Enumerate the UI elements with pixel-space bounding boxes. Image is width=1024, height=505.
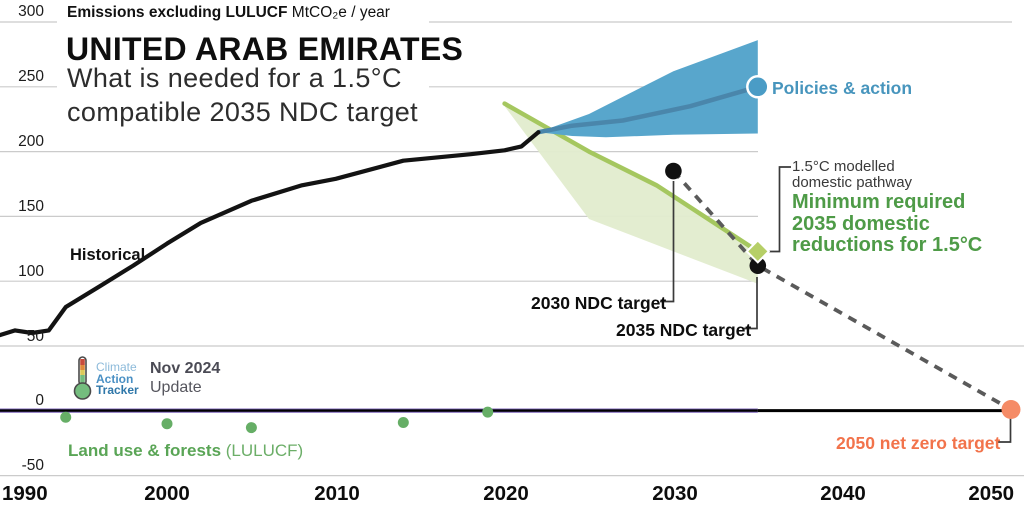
x-tick-2030: 2030: [652, 482, 698, 505]
x-tick-2020: 2020: [483, 482, 529, 505]
y-tick-250: 250: [18, 68, 44, 85]
ndc-2030-label: 2030 NDC target: [531, 293, 667, 313]
thermometer-icon: [73, 356, 92, 400]
lulucf-series-label: Land use & forests (LULUCF): [68, 441, 303, 461]
y-tick-150: 150: [18, 198, 44, 215]
lulucf-label-paren: (LULUCF): [221, 441, 304, 460]
x-tick-2000: 2000: [144, 482, 190, 505]
y-tick-200: 200: [18, 133, 44, 150]
pathway-label: 1.5°C modelled domestic pathway: [792, 159, 912, 191]
y-tick-0: 0: [35, 392, 44, 409]
subtitle-line1: What is needed for a 1.5°C: [67, 63, 402, 93]
x-tick-2040: 2040: [820, 482, 866, 505]
y-tick-100: 100: [18, 263, 44, 280]
logo-action: Action: [96, 371, 134, 386]
pathway-label-line2: domestic pathway: [792, 174, 913, 191]
page-title: UNITED ARAB EMIRATES: [66, 31, 464, 67]
min-reduction-line3: reductions for 1.5°C: [792, 234, 983, 256]
chart-subtitle: What is needed for a 1.5°C compatible 20…: [67, 61, 418, 129]
policies-action-label: Policies & action: [772, 78, 913, 98]
ndc-2035-label: 2035 NDC target: [616, 320, 752, 340]
net-zero-label: 2050 net zero target: [836, 433, 1001, 453]
y-tick-50: 50: [26, 328, 44, 345]
subtitle-line2: compatible 2035 NDC target: [67, 97, 419, 127]
min-reduction-line2: 2035 domestic: [792, 212, 930, 235]
cat-logo-wordmark: Climate Action Tracker: [96, 360, 139, 397]
unit-label-bold: Emissions excluding LULUCF: [67, 4, 288, 21]
pathway-label-line1: 1.5°C modelled: [792, 158, 895, 175]
y-tick-neg50: -50: [21, 457, 44, 474]
lulucf-label-bold: Land use & forests: [68, 441, 222, 460]
x-tick-1990: 1990: [2, 482, 48, 505]
unit-label-rest: MtCO₂e / year: [287, 4, 390, 21]
update-date: Nov 2024: [150, 360, 221, 377]
update-word: Update: [150, 379, 202, 396]
min-reduction-label: Minimum required 2035 domestic reduction…: [792, 191, 983, 257]
historical-series-label: Historical: [70, 246, 146, 264]
min-reduction-line1: Minimum required: [792, 191, 966, 213]
logo-tracker: Tracker: [96, 383, 139, 397]
x-tick-2010: 2010: [314, 482, 360, 505]
y-tick-300: 300: [18, 3, 44, 20]
logo-climate: Climate: [96, 360, 137, 374]
x-tick-2050: 2050: [968, 482, 1014, 505]
unit-label: Emissions excluding LULUCF MtCO₂e / year: [67, 4, 390, 22]
